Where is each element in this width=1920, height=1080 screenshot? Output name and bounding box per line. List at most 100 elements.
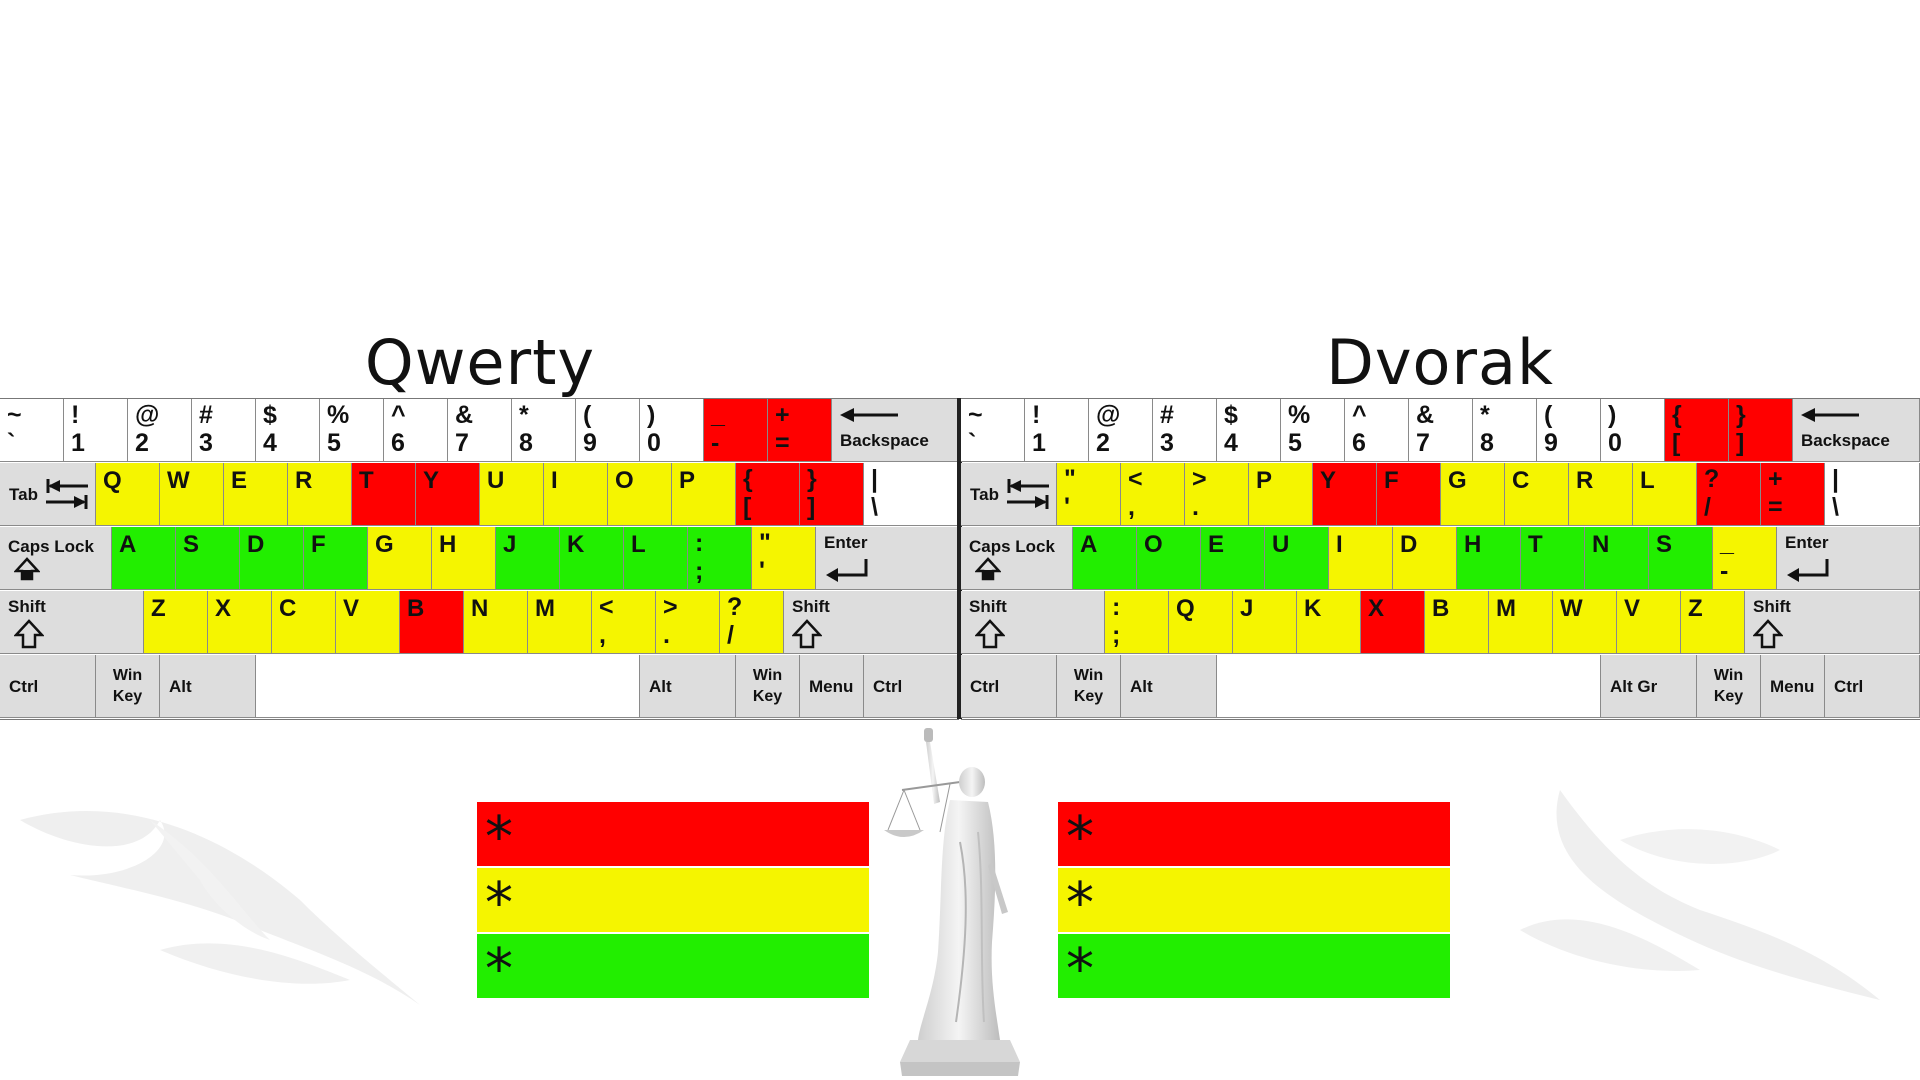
qwerty-key-j[interactable]: J (496, 527, 560, 590)
qwerty-num-key[interactable]: $4 (256, 399, 320, 462)
enter-key[interactable]: Enter (1777, 527, 1920, 590)
left-shift-key[interactable]: Shift (0, 591, 144, 654)
qwerty-key-b[interactable]: B (400, 591, 464, 654)
enter-key[interactable]: Enter (816, 527, 959, 590)
dvorak-num-key[interactable]: }] (1729, 399, 1793, 462)
right-shift-key[interactable]: Shift (784, 591, 959, 654)
dvorak-num-key[interactable]: @2 (1089, 399, 1153, 462)
right-ctrl-key[interactable]: Ctrl (1825, 655, 1920, 718)
right-win-key[interactable]: Win Key (736, 655, 800, 718)
dvorak-sym-key[interactable]: ? / (1697, 463, 1761, 526)
qwerty-key-a[interactable]: A (112, 527, 176, 590)
left-win-key[interactable]: Win Key (1057, 655, 1121, 718)
qwerty-key-o[interactable]: O (608, 463, 672, 526)
qwerty-sym-key[interactable]: }] (800, 463, 864, 526)
qwerty-num-key[interactable]: + = (768, 399, 832, 462)
qwerty-sym-key[interactable]: >. (656, 591, 720, 654)
dvorak-key-e[interactable]: E (1201, 527, 1265, 590)
qwerty-key-m[interactable]: M (528, 591, 592, 654)
dvorak-sym-key[interactable]: _ - (1713, 527, 1777, 590)
left-shift-key[interactable]: Shift (961, 591, 1105, 654)
dvorak-key-w[interactable]: W (1553, 591, 1617, 654)
dvorak-key-y[interactable]: Y (1313, 463, 1377, 526)
qwerty-num-key[interactable]: @2 (128, 399, 192, 462)
dvorak-key-h[interactable]: H (1457, 527, 1521, 590)
qwerty-num-key[interactable]: ! 1 (64, 399, 128, 462)
dvorak-sym-key[interactable]: >. (1185, 463, 1249, 526)
dvorak-key-r[interactable]: R (1569, 463, 1633, 526)
dvorak-key-k[interactable]: K (1297, 591, 1361, 654)
dvorak-key-m[interactable]: M (1489, 591, 1553, 654)
qwerty-key-u[interactable]: U (480, 463, 544, 526)
qwerty-key-s[interactable]: S (176, 527, 240, 590)
dvorak-num-key[interactable]: * 8 (1473, 399, 1537, 462)
backspace-key[interactable]: Backspace (1793, 399, 1920, 462)
backspace-key[interactable]: Backspace (832, 399, 959, 462)
dvorak-sym-key[interactable]: " ' (1057, 463, 1121, 526)
qwerty-key-y[interactable]: Y (416, 463, 480, 526)
qwerty-key-r[interactable]: R (288, 463, 352, 526)
dvorak-num-key[interactable]: ^ 6 (1345, 399, 1409, 462)
dvorak-key-s[interactable]: S (1649, 527, 1713, 590)
dvorak-key-b[interactable]: B (1425, 591, 1489, 654)
dvorak-key-n[interactable]: N (1585, 527, 1649, 590)
left-win-key[interactable]: Win Key (96, 655, 160, 718)
dvorak-key-u[interactable]: U (1265, 527, 1329, 590)
qwerty-key-d[interactable]: D (240, 527, 304, 590)
dvorak-key-z[interactable]: Z (1681, 591, 1745, 654)
qwerty-key-x[interactable]: X (208, 591, 272, 654)
left-ctrl-key[interactable]: Ctrl (0, 655, 96, 718)
dvorak-key-d[interactable]: D (1393, 527, 1457, 590)
dvorak-key-v[interactable]: V (1617, 591, 1681, 654)
qwerty-key-g[interactable]: G (368, 527, 432, 590)
dvorak-key-c[interactable]: C (1505, 463, 1569, 526)
left-ctrl-key[interactable]: Ctrl (961, 655, 1057, 718)
menu-key[interactable]: Menu (1761, 655, 1825, 718)
qwerty-key-l[interactable]: L (624, 527, 688, 590)
right-alt-key[interactable]: Alt Gr (1601, 655, 1697, 718)
qwerty-key-f[interactable]: F (304, 527, 368, 590)
qwerty-key-i[interactable]: I (544, 463, 608, 526)
dvorak-key-p[interactable]: P (1249, 463, 1313, 526)
right-ctrl-key[interactable]: Ctrl (864, 655, 959, 718)
qwerty-sym-key[interactable]: " ' (752, 527, 816, 590)
qwerty-key-w[interactable]: W (160, 463, 224, 526)
dvorak-key-f[interactable]: F (1377, 463, 1441, 526)
left-alt-key[interactable]: Alt (160, 655, 256, 718)
qwerty-sym-key[interactable]: ? / (720, 591, 784, 654)
qwerty-sym-key[interactable]: | \ (864, 463, 959, 526)
dvorak-num-key[interactable]: (9 (1537, 399, 1601, 462)
dvorak-num-key[interactable]: ) 0 (1601, 399, 1665, 462)
space-bar[interactable] (256, 655, 640, 718)
menu-key[interactable]: Menu (800, 655, 864, 718)
dvorak-key-q[interactable]: Q (1169, 591, 1233, 654)
qwerty-sym-key[interactable]: <, (592, 591, 656, 654)
dvorak-key-l[interactable]: L (1633, 463, 1697, 526)
qwerty-sym-key[interactable]: :; (688, 527, 752, 590)
qwerty-key-h[interactable]: H (432, 527, 496, 590)
qwerty-num-key[interactable]: ) 0 (640, 399, 704, 462)
dvorak-sym-key[interactable]: :; (1105, 591, 1169, 654)
qwerty-key-p[interactable]: P (672, 463, 736, 526)
qwerty-key-n[interactable]: N (464, 591, 528, 654)
qwerty-num-key[interactable]: ~ ` (0, 399, 64, 462)
dvorak-num-key[interactable]: & 7 (1409, 399, 1473, 462)
right-shift-key[interactable]: Shift (1745, 591, 1920, 654)
dvorak-num-key[interactable]: #3 (1153, 399, 1217, 462)
left-alt-key[interactable]: Alt (1121, 655, 1217, 718)
dvorak-num-key[interactable]: {[ (1665, 399, 1729, 462)
qwerty-num-key[interactable]: * 8 (512, 399, 576, 462)
dvorak-sym-key[interactable]: + = (1761, 463, 1825, 526)
dvorak-key-i[interactable]: I (1329, 527, 1393, 590)
qwerty-key-z[interactable]: Z (144, 591, 208, 654)
qwerty-key-q[interactable]: Q (96, 463, 160, 526)
right-alt-key[interactable]: Alt (640, 655, 736, 718)
dvorak-num-key[interactable]: ! 1 (1025, 399, 1089, 462)
qwerty-key-k[interactable]: K (560, 527, 624, 590)
dvorak-num-key[interactable]: ~ ` (961, 399, 1025, 462)
qwerty-key-v[interactable]: V (336, 591, 400, 654)
qwerty-key-t[interactable]: T (352, 463, 416, 526)
qwerty-sym-key[interactable]: {[ (736, 463, 800, 526)
qwerty-num-key[interactable]: #3 (192, 399, 256, 462)
dvorak-num-key[interactable]: $4 (1217, 399, 1281, 462)
